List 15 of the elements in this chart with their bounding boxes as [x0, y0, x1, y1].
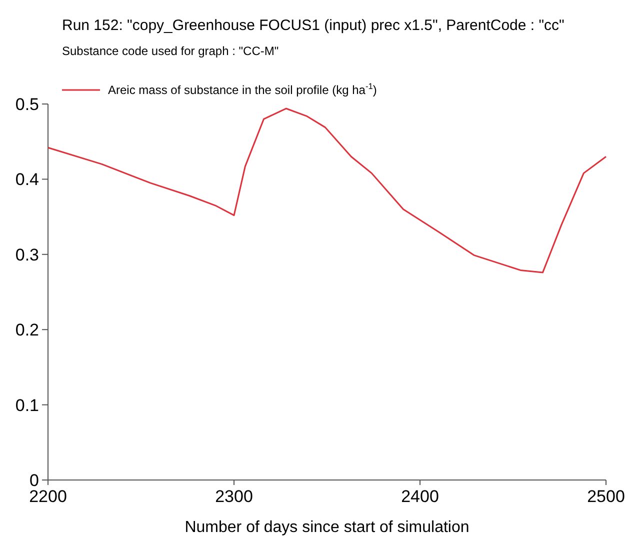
y-tick-label: 0.1 [15, 396, 39, 415]
x-tick-label: 2200 [29, 487, 67, 506]
chart-title: Run 152: "copy_Greenhouse FOCUS1 (input) prec x1.5", ParentCode : "cc" [62, 17, 564, 34]
x-tick-label: 2500 [587, 487, 625, 506]
chart-subtitle: Substance code used for graph : "CC-M" [62, 44, 279, 58]
y-tick-label: 0.3 [15, 245, 39, 264]
y-tick-label: 0.4 [15, 170, 39, 190]
legend-label: Areic mass of substance in the soil profile (kg ha$^{-1}$) [108, 81, 377, 97]
x-tick-label: 2400 [401, 487, 439, 506]
line-series [47, 108, 607, 274]
x-tick-label: 2300 [215, 487, 253, 506]
x-axis-title: Number of days since start of simulation [184, 519, 470, 536]
y-tick-label: 0.2 [15, 320, 39, 340]
y-tick-label: 0 [30, 470, 39, 490]
y-tick-label: 0.5 [15, 94, 39, 114]
